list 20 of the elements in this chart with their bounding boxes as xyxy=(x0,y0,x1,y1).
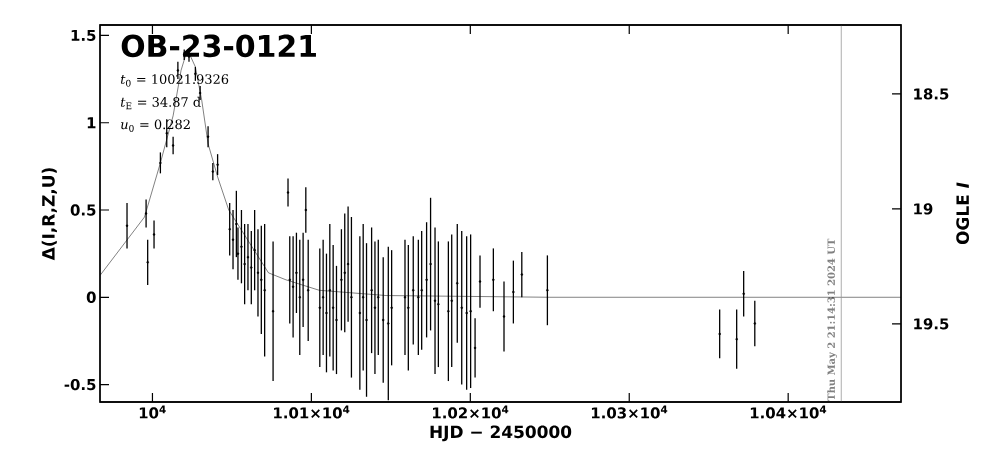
x-tick-label: 1.02×10$^{4}$ xyxy=(433,405,509,419)
y-tick-label: 0.5 xyxy=(70,204,96,216)
x-tick-label: 1.01×10$^{4}$ xyxy=(274,405,350,419)
y-tick-label: -0.5 xyxy=(64,378,96,391)
annotation: t$_{E}$ = 34.87 d xyxy=(120,96,201,110)
x-axis-title: HJD − 2450000 xyxy=(430,425,572,442)
annotation: t$_{0}$ = 10021.9326 xyxy=(120,74,229,87)
chart-title: OB-23-0121 xyxy=(121,34,316,58)
y-tick-label: 1.5 xyxy=(71,29,96,42)
y2-tick-label: 19 xyxy=(914,203,933,215)
y-axis-title: Δ(I,R,Z,U) xyxy=(41,168,57,261)
x-tick-label: 1.03×10$^{4}$ xyxy=(591,405,668,419)
y-tick-label: 0 xyxy=(86,291,96,303)
annotation: Thu May 2 21:14:31 2024 UT xyxy=(827,238,838,401)
y2-tick-label: 19.5 xyxy=(914,318,949,330)
y-tick-label: 1 xyxy=(87,117,96,129)
x-tick-label: 1.04×10$^{4}$ xyxy=(750,405,827,419)
y2-axis-title: OGLE I xyxy=(956,182,970,245)
y2-tick-label: 18.5 xyxy=(914,88,949,100)
x-tick-label: 10$^{4}$ xyxy=(139,405,166,419)
